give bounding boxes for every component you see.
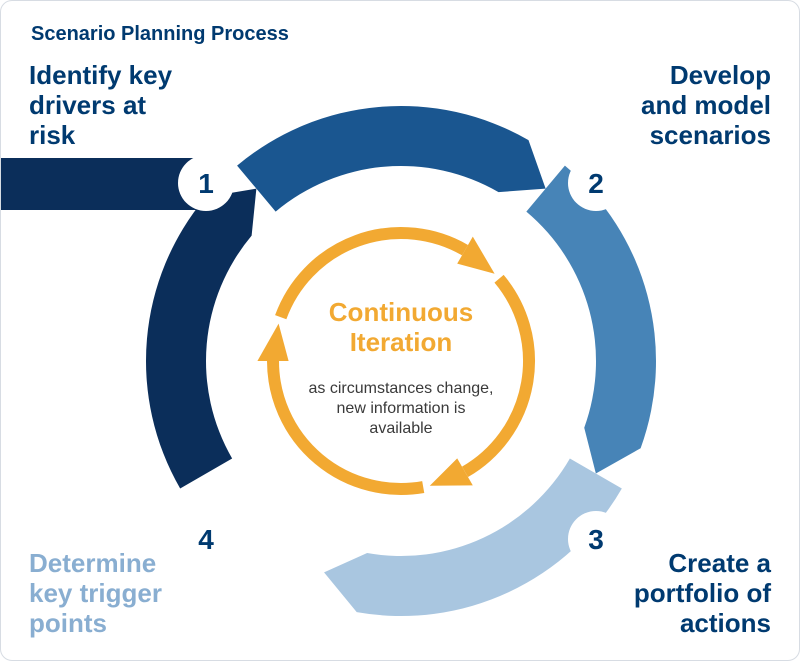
entry-bar (1, 158, 201, 210)
step-badge-number-2: 2 (588, 168, 604, 199)
ring-segment-3 (526, 166, 656, 474)
step-label-3: Create aportfolio ofactions (634, 549, 771, 639)
step-label-4: Determinekey triggerpoints (29, 549, 162, 639)
ring-segment-1 (146, 189, 256, 489)
iteration-arc-1 (465, 279, 529, 472)
center-subtitle: as circumstances change,new information … (309, 380, 494, 437)
step-badge-number-4: 4 (198, 524, 214, 555)
iteration-arrowhead-2 (257, 324, 288, 361)
step-badge-number-1: 1 (198, 168, 214, 199)
center-title: ContinuousIteration (329, 297, 473, 357)
ring-segment-2 (237, 106, 546, 212)
step-badge-number-3: 3 (588, 524, 604, 555)
step-label-1: Identify keydrivers atrisk (29, 61, 172, 151)
step-label-2: Developand modelscenarios (641, 61, 771, 151)
diagram-frame: Scenario Planning Process ContinuousIter… (0, 0, 800, 661)
diagram-title: Scenario Planning Process (31, 23, 289, 46)
